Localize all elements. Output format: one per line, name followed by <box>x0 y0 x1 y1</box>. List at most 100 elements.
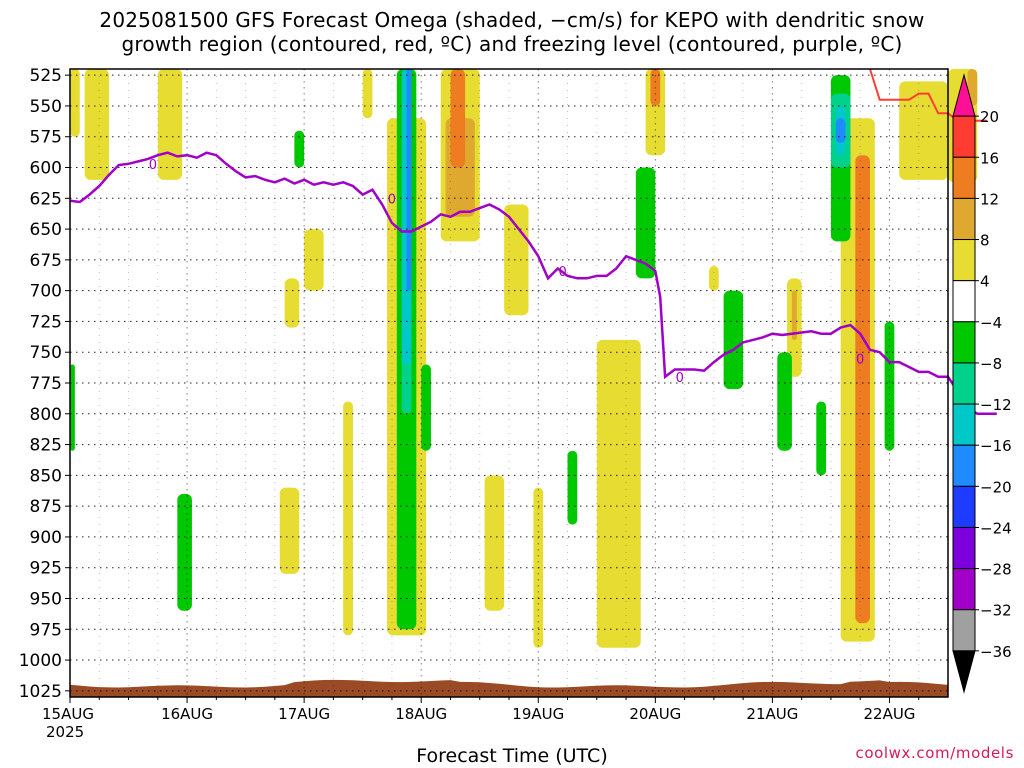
omega-region <box>70 69 80 137</box>
colorbar-bin <box>952 526 976 570</box>
omega-region <box>70 364 75 451</box>
omega-region <box>884 321 895 451</box>
colorbar-bin <box>952 362 976 405</box>
colorbar-tick-label: 4 <box>980 273 990 291</box>
colorbar-tick-label: −32 <box>980 602 1012 620</box>
omega-region <box>484 475 505 611</box>
freezing-level-contour <box>69 151 997 416</box>
x-tick-label: 20AUG <box>629 705 681 723</box>
y-tick-label: 875 <box>30 497 62 517</box>
x-tick-label: 15AUG <box>42 705 94 723</box>
freezing-level-label: 0 <box>388 192 396 207</box>
y-tick-label: 625 <box>30 189 62 209</box>
colorbar-tick-label: −24 <box>980 519 1012 537</box>
colorbar-tick-label: 16 <box>980 149 999 167</box>
omega-region <box>284 278 300 328</box>
y-tick-label: 600 <box>30 159 62 179</box>
x-tick-year: 2025 <box>46 723 84 741</box>
y-tick-label: 700 <box>30 282 62 302</box>
omega-region <box>343 401 353 636</box>
colorbar-bin <box>952 115 976 158</box>
x-tick-label: 18AUG <box>395 705 447 723</box>
omega-region <box>567 450 578 525</box>
colorbar-bin <box>952 403 976 446</box>
colorbar-bin <box>952 609 976 652</box>
y-tick-label: 925 <box>30 559 62 579</box>
colorbar-tick-label: −20 <box>980 478 1012 496</box>
y-tick-label: 900 <box>30 528 62 548</box>
omega-region <box>708 266 719 291</box>
omega-region <box>362 69 373 119</box>
omega-region <box>421 364 431 451</box>
x-tick-label: 16AUG <box>161 705 213 723</box>
omega-region <box>294 130 305 168</box>
y-tick-label: 575 <box>30 128 62 148</box>
freezing-level-label: 0 <box>559 265 567 280</box>
omega-region <box>899 81 948 180</box>
omega-region <box>279 487 300 574</box>
y-tick-label: 750 <box>30 343 62 363</box>
omega-region <box>504 204 529 316</box>
colorbar-tick-label: −28 <box>980 561 1012 579</box>
y-tick-label: 725 <box>30 312 62 332</box>
colorbar-bin <box>952 280 976 323</box>
omega-region <box>635 167 656 279</box>
y-tick-label: 825 <box>30 436 62 456</box>
ground-terrain-layer <box>70 679 948 697</box>
omega-shading-layer <box>70 69 978 648</box>
omega-region <box>177 493 192 611</box>
y-tick-label: 975 <box>30 620 62 640</box>
site-credit[interactable]: coolwx.com/models <box>855 744 1014 762</box>
omega-region <box>157 69 183 180</box>
omega-region <box>855 155 870 624</box>
x-tick-label: 21AUG <box>746 705 798 723</box>
colorbar-tick-label: 8 <box>980 232 990 250</box>
omega-region <box>816 401 827 476</box>
colorbar-tick-label: −4 <box>980 314 1002 332</box>
omega-region <box>406 69 412 291</box>
colorbar-bin <box>952 321 976 364</box>
colorbar-bin <box>952 650 976 694</box>
y-tick-label: 675 <box>30 251 62 271</box>
colorbar-bin <box>952 444 976 487</box>
chart-title: 2025081500 GFS Forecast Omega (shaded, −… <box>99 8 925 32</box>
colorbar-tick-label: 20 <box>980 108 999 126</box>
y-tick-label: 1000 <box>19 651 62 671</box>
colorbar-bin <box>952 485 976 528</box>
colorbar-tick-label: −36 <box>980 643 1012 661</box>
omega-region <box>304 229 324 291</box>
omega-region <box>835 118 846 143</box>
y-tick-label: 525 <box>30 66 62 86</box>
y-tick-label: 550 <box>30 97 62 117</box>
freezing-level-label: 0 <box>676 371 684 386</box>
omega-region <box>84 69 110 180</box>
y-tick-label: 800 <box>30 405 62 425</box>
colorbar-bin <box>952 156 976 199</box>
omega-region <box>596 339 641 648</box>
x-tick-label: 22AUG <box>863 705 915 723</box>
y-tick-label: 1025 <box>19 682 62 702</box>
y-tick-label: 950 <box>30 589 62 609</box>
colorbar: 20 16 12 8 4 −4 −8 −12 −16 −20 −24 −28 −32 −36 <box>952 73 1012 694</box>
x-tick-label: 17AUG <box>278 705 330 723</box>
omega-region <box>791 290 797 340</box>
colorbar-tick-label: −8 <box>980 355 1002 373</box>
colorbar-bin <box>952 568 976 611</box>
x-tick-label: 19AUG <box>512 705 564 723</box>
ground-surface <box>70 679 948 697</box>
colorbar-tick-label: −12 <box>980 396 1012 414</box>
freezing-level-label: 0 <box>149 158 157 173</box>
x-axis-label: Forecast Time (UTC) <box>416 745 608 767</box>
colorbar-bin <box>952 197 976 241</box>
axes-layer: 525 550 575 600 625 650 675 700 725 750 775 800 825 8… <box>19 66 949 741</box>
omega-region <box>723 290 744 390</box>
colorbar-bin <box>952 239 976 282</box>
omega-region <box>777 352 792 451</box>
omega-region <box>450 69 466 168</box>
colorbar-tick-label: −16 <box>980 437 1012 455</box>
y-tick-label: 775 <box>30 374 62 394</box>
freezing-level-label: 0 <box>856 352 864 367</box>
colorbar-tick-label: 12 <box>980 190 999 208</box>
y-tick-label: 850 <box>30 466 62 486</box>
